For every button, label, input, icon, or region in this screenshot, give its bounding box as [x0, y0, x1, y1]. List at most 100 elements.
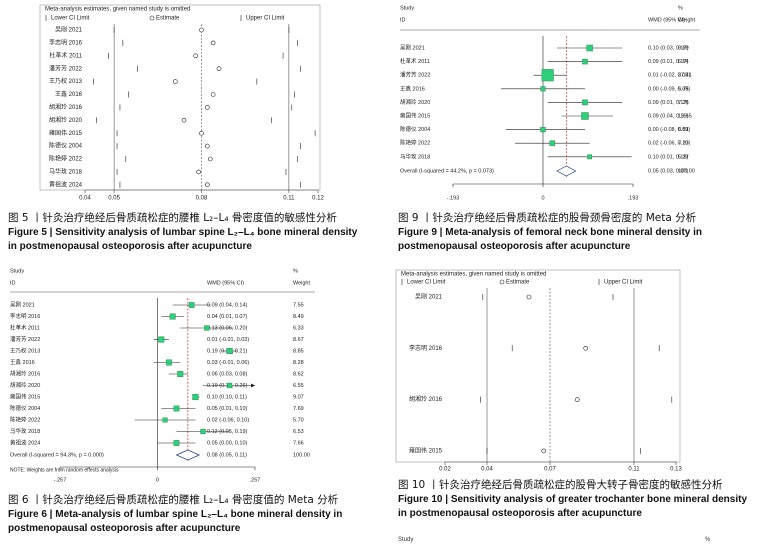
legend-symbol [149, 15, 155, 21]
x-tick-label: -.257 [54, 477, 67, 483]
study-label: 陈德仪 2004 [10, 404, 40, 412]
x-tick-label: 0.04 [481, 467, 493, 473]
x-tick-label: .257 [250, 477, 261, 483]
study-label: 胡湘玲 2020 [10, 381, 40, 389]
study-label: 王鑫 2016 [10, 358, 35, 366]
legend-label: Lower CI Limit [51, 16, 90, 22]
estimate-point [541, 448, 547, 454]
effect-label: 0.12 (0.05, 0.19) [207, 429, 248, 435]
x-tick-label: 0.13 [670, 467, 682, 473]
plot-title: Meta-analysis estimates, given named stu… [401, 272, 546, 278]
weight-label: 8.62 [293, 371, 304, 377]
study-label: 王鑫 2016 [55, 90, 83, 98]
effect-label: 0.10 (0.03, 0.17) [648, 45, 689, 51]
weight-label: 6.94 [678, 59, 689, 65]
study-label: 李志明 2016 [10, 312, 40, 320]
legend-label: Estimate [156, 16, 180, 22]
overall-label: Overall (I-squared = 94.3%, p = 0.000) [10, 452, 104, 458]
weight-label: 6.33 [293, 325, 304, 331]
study-label: 杜革术 2011 [10, 323, 40, 331]
estimate-point [172, 79, 178, 84]
estimate-point [210, 40, 216, 46]
overall-weight: 100.00 [293, 452, 310, 458]
x-tick-label: 0.02 [439, 467, 451, 473]
note: NOTE: Weights are from random effects an… [10, 467, 119, 473]
figure-caption: 图 10 丨针灸治疗绝经后骨质疏松症的股骨大转子骨密度的敏感性分析 Figure … [398, 478, 778, 522]
header-effect: WMD (95% CI) [648, 17, 685, 23]
effect-square [188, 302, 195, 308]
study-label: 吴刚 2021 [10, 300, 35, 308]
x-tick-label: 0 [541, 195, 544, 201]
effect-label: 0.02 (-0.06, 0.10) [648, 141, 690, 147]
legend-label: Upper CI Limit [604, 280, 643, 286]
header-pct: % [678, 5, 683, 11]
weight-label: 9.07 [293, 394, 304, 400]
estimate-point [196, 169, 201, 175]
effect-label: 0.09 (0.01, 0.17) [648, 59, 689, 65]
study-label: 潘芳芳 2022 [49, 64, 83, 72]
study-label: 王乃权 2013 [10, 346, 40, 354]
study-label: 黄祖波 2024 [49, 180, 83, 188]
effect-label: 0.05 (0.01, 0.10) [207, 406, 248, 412]
study-label: 吴刚 2021 [415, 293, 443, 301]
effect-label: 0.06 (0.03, 0.08) [207, 371, 248, 377]
estimate-point [205, 143, 210, 149]
study-label: 吴刚 2021 [400, 43, 425, 51]
study-label: 陈艳婷 2022 [10, 415, 40, 423]
study-label: 马华玫 2018 [400, 152, 430, 160]
effect-square [158, 336, 165, 343]
x-tick-label: 0.11 [283, 196, 295, 202]
effect-label: 0.09 (0.04, 0.15) [648, 113, 689, 119]
figure-caption: 图 5 丨针灸治疗绝经后骨质疏松症的腰椎 L₂–L₄ 骨密度值的敏感性分析 Fig… [8, 211, 388, 255]
header-study: Study [400, 5, 414, 11]
effect-square [226, 347, 233, 355]
caption-en: in postmenopausal osteoporosis after acu… [398, 508, 642, 519]
effect-label: 0.10 (0.10, 0.11) [207, 394, 247, 400]
weight-label: 5.75 [678, 86, 689, 92]
overall-effect: 0.08 (0.05, 0.11) [207, 452, 247, 458]
effect-label: 0.02 (-0.06, 0.10) [207, 417, 249, 423]
study-label: 胡湘玲 2016 [10, 369, 40, 377]
effect-square [587, 154, 593, 160]
estimate-point [210, 92, 216, 97]
plot-frame [39, 4, 321, 191]
effect-label: 0.10 (0.01, 0.19) [648, 154, 689, 160]
legend-symbol [499, 279, 505, 285]
x-tick-label: 0.05 [108, 196, 120, 202]
weight-label: 7.66 [293, 440, 304, 446]
header-study: Study [10, 268, 24, 274]
effect-square [549, 140, 556, 146]
header-weight: Weight [678, 17, 695, 23]
study-label: 胡湘玲 2020 [49, 116, 83, 124]
study-label: 雍国伟 2015 [409, 446, 443, 454]
x-tick-label: -.193 [447, 195, 460, 201]
weight-label: 7.55 [293, 302, 304, 308]
effect-label: 0.00 (-0.09, 0.09) [648, 86, 690, 92]
overall-diamond [175, 449, 201, 461]
weight-label: 5.27 [678, 154, 689, 160]
x-tick-label: 0.12 [312, 196, 324, 202]
caption-en: postmenopausal osteoporosis after acupun… [398, 241, 631, 252]
effect-square [582, 99, 588, 106]
effect-square [540, 86, 546, 92]
effect-square [581, 112, 589, 120]
overall-diamond [556, 165, 577, 177]
weight-label: 7.36 [678, 100, 689, 106]
overall-effect: 0.05 (0.03, 0.07) [648, 168, 689, 174]
caption-en: postmenopausal osteoporosis after acupun… [8, 523, 241, 534]
effect-square [165, 359, 172, 366]
estimate-point [583, 345, 589, 351]
effect-square [586, 44, 593, 52]
header-effect: WMD (95% CI) [207, 280, 244, 286]
plot-title: Meta-analysis estimates, given named stu… [45, 7, 190, 13]
legend-label: Lower CI Limit [407, 280, 446, 286]
study-label: 杜革术 2011 [49, 51, 82, 59]
effect-label: 0.13 (0.06, 0.20) [207, 325, 248, 331]
weight-label: 6.51 [678, 127, 689, 133]
header-id: ID [400, 17, 406, 23]
figure-caption: 图 9 丨针灸治疗绝经后骨质疏松症的股骨颈骨密度的 Meta 分析 Figure … [398, 211, 778, 255]
study-label: 潘芳芳 2022 [400, 71, 430, 79]
effect-square [540, 126, 546, 133]
effect-square [226, 382, 233, 389]
